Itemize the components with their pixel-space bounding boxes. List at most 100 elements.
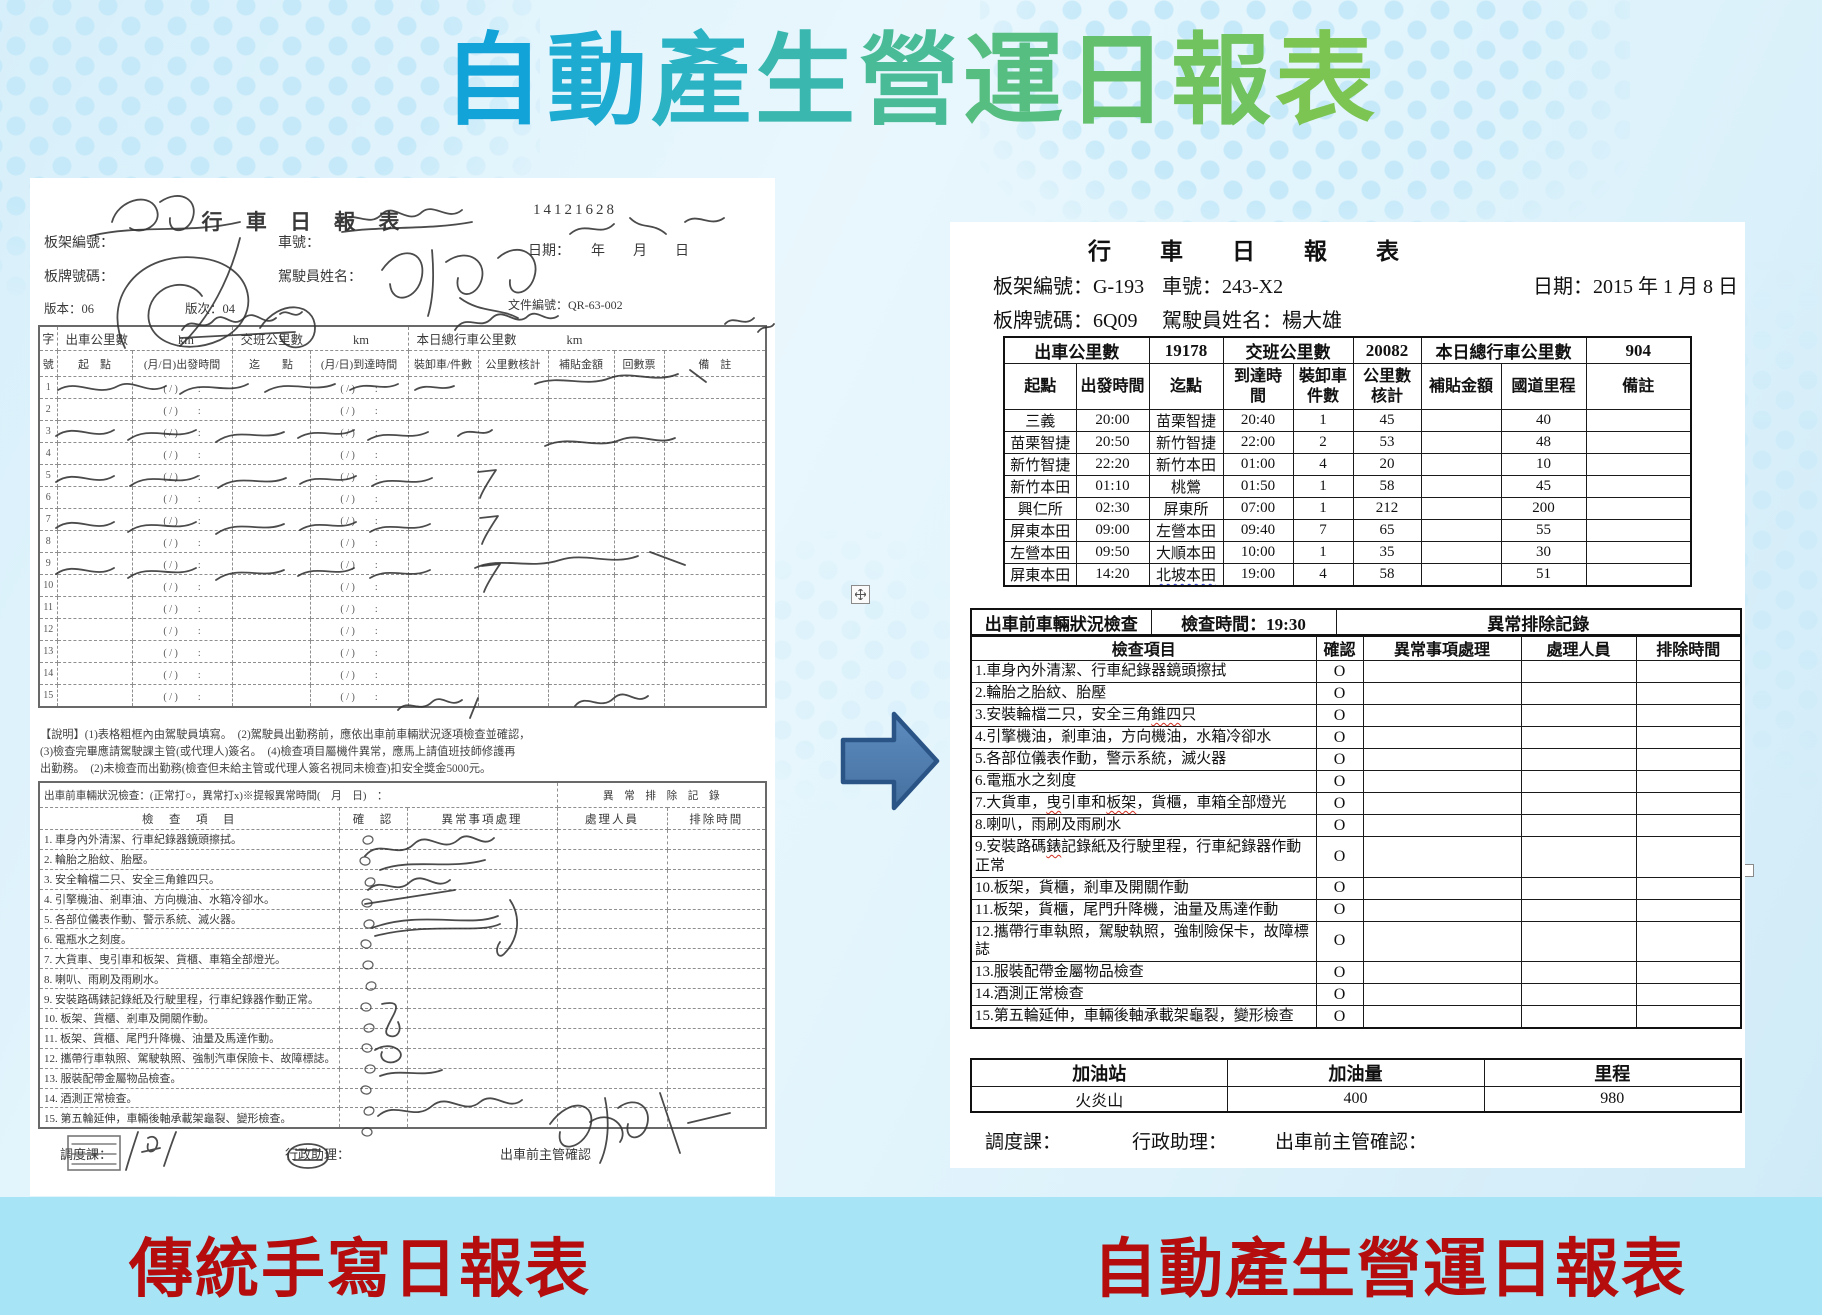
cell xyxy=(1635,682,1742,705)
left-check-body: 出車前車輛狀況檢查：(正常打○，異常打x)※提報異常時間( 月 日) ：異 常 … xyxy=(38,781,767,1129)
abnormal-header-cell: 異 常 排 除 記 錄 xyxy=(556,781,767,808)
cell xyxy=(1520,792,1637,815)
cell xyxy=(1420,519,1502,542)
trip-row: 興仁所 02:30 屏東所 07:00 1 212 200 xyxy=(1003,497,1692,520)
confirm-cell: O xyxy=(1315,704,1364,727)
cell: 2 xyxy=(1292,431,1354,454)
cell: 65 xyxy=(1352,519,1422,542)
inspection-item-row: 4.引擎機油，剎車油，方向機油，水箱冷卻水 O xyxy=(970,726,1742,749)
title-char: 產 xyxy=(651,25,755,137)
check-item-cell: 7. 大貨車、曳引車和板架、貨櫃、車箱全部燈光。 xyxy=(38,948,340,970)
left-trip-row: 13( / ) :( / ) : xyxy=(38,640,767,663)
row-number-cell: 15 xyxy=(38,684,58,708)
right-footer-supervisor: 出車前主管確認： xyxy=(1275,1132,1428,1153)
trip-summary-row: 出車公里數 19178 交班公里數 20082 本日總行車公里數 904 xyxy=(1003,336,1692,364)
cell xyxy=(406,1107,558,1129)
left-check-item-row: 9. 安裝路碼錶記錄紙及行駛里程，行車紀錄器作動正常。 xyxy=(38,988,767,1010)
cell: 40 xyxy=(1500,409,1587,432)
column-header-cell: 加油量 xyxy=(1226,1058,1485,1087)
cell xyxy=(1635,1005,1742,1029)
column-header-cell: 異常事項處理 xyxy=(1362,634,1522,661)
check-item-cell: 12. 攜帶行車執照、駕駛執照、強制汽車保險卡、故障標誌。 xyxy=(38,1047,340,1069)
confirm-cell: O xyxy=(1315,898,1364,922)
cell: 興仁所 xyxy=(1003,497,1077,520)
cell xyxy=(1520,920,1637,962)
plate-no-label: 板牌號碼： xyxy=(44,270,114,285)
left-check-table: 出車前車輛狀況檢查：(正常打○，異常打x)※提報異常時間( 月 日) ：異 常 … xyxy=(38,781,768,1130)
cell xyxy=(1635,983,1742,1006)
mileage-band-row: 字出車公里數 km 交班公里數 km 本日總行車公里數 km xyxy=(38,325,767,351)
check-item-cell: 12.攜帶行車執照，駕駛執照，強制險保卡，故障標誌 xyxy=(970,920,1317,962)
confirm-cell: O xyxy=(1315,792,1364,815)
doc-no-label: 文件編號：QR-63-002 xyxy=(508,298,623,312)
note-line: (3)檢查完畢應請駕駛課主管(或代理人)簽名。 (4)檢查項目屬機件異常，應馬上… xyxy=(40,745,516,758)
cell: 新竹本田 xyxy=(1148,453,1224,476)
cell xyxy=(1362,983,1522,1006)
cell: 新竹智捷 xyxy=(1148,431,1224,454)
left-trip-table: 字出車公里數 km 交班公里數 km 本日總行車公里數 km 號起 點 (月/日)出發時… xyxy=(38,325,768,708)
cell xyxy=(1420,453,1502,476)
cell: 19:00 xyxy=(1222,563,1294,587)
column-header-cell: 補貼金額 xyxy=(1420,363,1502,410)
cell xyxy=(1362,792,1522,815)
title-char: 表 xyxy=(1275,25,1379,137)
cell xyxy=(1520,726,1637,749)
title-char: 自 xyxy=(443,25,547,137)
cell: 02:30 xyxy=(1075,497,1150,520)
trip-row: 屏東本田 14:20 北坡本田 19:00 4 58 51 xyxy=(1003,563,1692,587)
column-header-cell: 到達時間 xyxy=(1222,363,1294,410)
left-check-item-row: 6. 電瓶水之刻度。 xyxy=(38,928,767,950)
cell xyxy=(1635,726,1742,749)
confirm-cell: O xyxy=(1315,660,1364,683)
bottom-band xyxy=(0,1197,1822,1315)
confirm-cell: O xyxy=(1315,748,1364,771)
cell xyxy=(1635,876,1742,900)
column-header-cell: 處理人員 xyxy=(1520,634,1637,661)
cell xyxy=(1585,519,1692,542)
confirm-cell: O xyxy=(1315,876,1364,900)
cell xyxy=(1420,475,1502,498)
fuel-table: 加油站 加油量 里程 火炎山 400 980 xyxy=(970,1058,1742,1113)
cell xyxy=(1362,748,1522,771)
cell: 苗栗智捷 xyxy=(1003,431,1077,454)
note-line: 【說明】(1)表格粗框內由駕駛員填寫。 (2)駕駛員出勤務前，應依出車前車輛狀況… xyxy=(40,729,531,741)
cell xyxy=(1362,660,1522,683)
check-item-cell: 15. 第五輪延伸，車輛後軸承載架龜裂、變形檢查。 xyxy=(38,1107,340,1129)
summary-cell: 出車公里數 xyxy=(1003,336,1150,364)
cell xyxy=(1585,563,1692,587)
cell: 20:40 xyxy=(1222,409,1294,432)
cell: 58 xyxy=(1352,563,1422,587)
column-header-cell: 檢 查 項 目 xyxy=(38,807,340,830)
cell: ( / ) : xyxy=(131,684,233,708)
left-check-item-row: 12. 攜帶行車執照、駕駛執照、強制汽車保險卡、故障標誌。 xyxy=(38,1047,767,1069)
cell xyxy=(1635,792,1742,815)
left-trip-row: 12( / ) :( / ) : xyxy=(38,618,767,641)
trip-table: 出車公里數 19178 交班公里數 20082 本日總行車公里數 904 起點 出發時間 迄點到… xyxy=(1003,336,1692,587)
column-header-cell: (月/日)到達時間 xyxy=(309,350,409,377)
column-header-cell: 起點 xyxy=(1003,363,1077,410)
trip-table-body: 出車公里數 19178 交班公里數 20082 本日總行車公里數 904 起點 出發時間 迄點到… xyxy=(1003,336,1692,587)
column-header-cell: 公里數核計 xyxy=(1352,363,1422,410)
cell: 苗栗智捷 xyxy=(1148,409,1224,432)
frame-no-field: 板架編號：G-193 xyxy=(993,276,1145,298)
cell xyxy=(1362,876,1522,900)
cell xyxy=(1585,431,1692,454)
inspection-item-row: 8.喇叭，雨刷及雨刷水 O xyxy=(970,814,1742,837)
generated-form-page: 行 車 日 報 表 板架編號：G-193 車號：243-X2 日期：2015 年… xyxy=(950,222,1745,1168)
cell: 51 xyxy=(1500,563,1587,587)
driver-field: 駕駛員姓名：楊大雄 xyxy=(1162,310,1342,332)
left-check-item-row: 15. 第五輪延伸，車輛後軸承載架龜裂、變形檢查。 xyxy=(38,1107,767,1129)
cell xyxy=(1585,453,1692,476)
note-line: 出勤務。 (2)未檢查而出勤務(檢查但未給主管或代理人簽名視同未檢查)扣安全獎金… xyxy=(40,762,492,775)
caption-handwritten: 傳統手寫日報表 xyxy=(129,1233,591,1305)
cell: 屏東本田 xyxy=(1003,563,1077,587)
left-check-item-row: 3. 安全輪檔二只、安全三角錐四只。 xyxy=(38,868,767,890)
cell: 55 xyxy=(1500,519,1587,542)
inspection-item-row: 2.輪胎之胎紋、胎壓 O xyxy=(970,682,1742,705)
column-header-cell: 里程 xyxy=(1483,1058,1742,1087)
abnormal-record-cell: 異常排除記錄 xyxy=(1335,608,1742,637)
car-no-field: 車號：243-X2 xyxy=(1162,276,1284,298)
confirm-cell: O xyxy=(1315,682,1364,705)
check-item-cell: 2. 輪胎之胎紋、胎壓。 xyxy=(38,848,340,870)
confirm-cell: O xyxy=(1315,983,1364,1006)
